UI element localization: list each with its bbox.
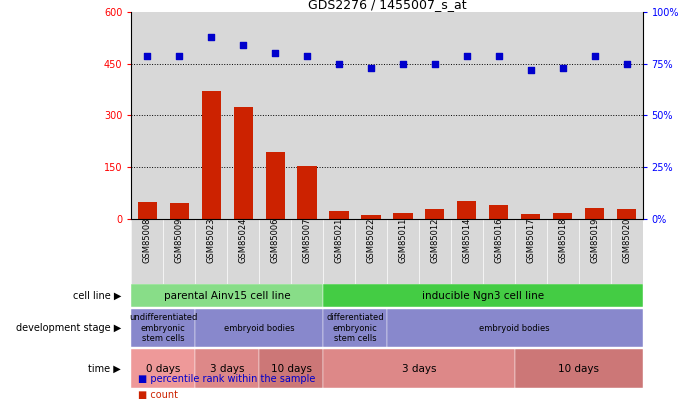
Text: time ▶: time ▶ <box>88 364 121 373</box>
Text: ■ percentile rank within the sample: ■ percentile rank within the sample <box>138 374 316 384</box>
Point <box>142 52 153 59</box>
Bar <box>195 349 259 388</box>
Bar <box>259 349 323 388</box>
Text: 0 days: 0 days <box>146 364 180 373</box>
Bar <box>323 309 387 347</box>
Bar <box>387 309 643 347</box>
Text: inducible Ngn3 cell line: inducible Ngn3 cell line <box>422 291 544 301</box>
Text: 10 days: 10 days <box>558 364 599 373</box>
Bar <box>521 214 540 219</box>
Text: parental Ainv15 cell line: parental Ainv15 cell line <box>164 291 290 301</box>
Bar <box>131 284 323 307</box>
Bar <box>170 203 189 219</box>
Point <box>206 34 217 40</box>
Bar <box>202 92 220 219</box>
Point <box>238 42 249 49</box>
Bar <box>234 107 253 219</box>
Title: GDS2276 / 1455007_s_at: GDS2276 / 1455007_s_at <box>307 0 466 11</box>
Bar <box>323 349 515 388</box>
Point <box>589 52 600 59</box>
Point <box>462 52 473 59</box>
Text: differentiated
embryonic
stem cells: differentiated embryonic stem cells <box>326 313 384 343</box>
Bar <box>393 213 413 219</box>
Point <box>621 61 632 67</box>
Point <box>397 61 408 67</box>
Point <box>301 52 312 59</box>
Text: 3 days: 3 days <box>210 364 245 373</box>
Text: ■ count: ■ count <box>138 390 178 400</box>
Bar <box>131 309 195 347</box>
Bar <box>361 215 381 219</box>
Point <box>493 52 504 59</box>
Bar <box>426 209 444 219</box>
Text: embryoid bodies: embryoid bodies <box>224 324 294 333</box>
Bar <box>553 213 572 219</box>
Bar <box>265 151 285 219</box>
Bar <box>195 309 323 347</box>
Bar <box>131 349 195 388</box>
Text: 10 days: 10 days <box>271 364 312 373</box>
Bar <box>585 208 604 219</box>
Text: 3 days: 3 days <box>401 364 436 373</box>
Bar <box>323 284 643 307</box>
Text: development stage ▶: development stage ▶ <box>16 323 121 333</box>
Bar <box>330 211 348 219</box>
Bar <box>515 349 643 388</box>
Text: undifferentiated
embryonic
stem cells: undifferentiated embryonic stem cells <box>129 313 198 343</box>
Point <box>429 61 440 67</box>
Text: cell line ▶: cell line ▶ <box>73 291 121 301</box>
Point <box>334 61 345 67</box>
Bar <box>457 201 476 219</box>
Text: embryoid bodies: embryoid bodies <box>480 324 550 333</box>
Point <box>366 65 377 71</box>
Point <box>557 65 568 71</box>
Point <box>173 52 184 59</box>
Bar <box>617 209 636 219</box>
Bar <box>489 205 509 219</box>
Point <box>269 50 281 57</box>
Bar <box>297 166 316 219</box>
Bar <box>138 202 157 219</box>
Point <box>525 67 536 73</box>
